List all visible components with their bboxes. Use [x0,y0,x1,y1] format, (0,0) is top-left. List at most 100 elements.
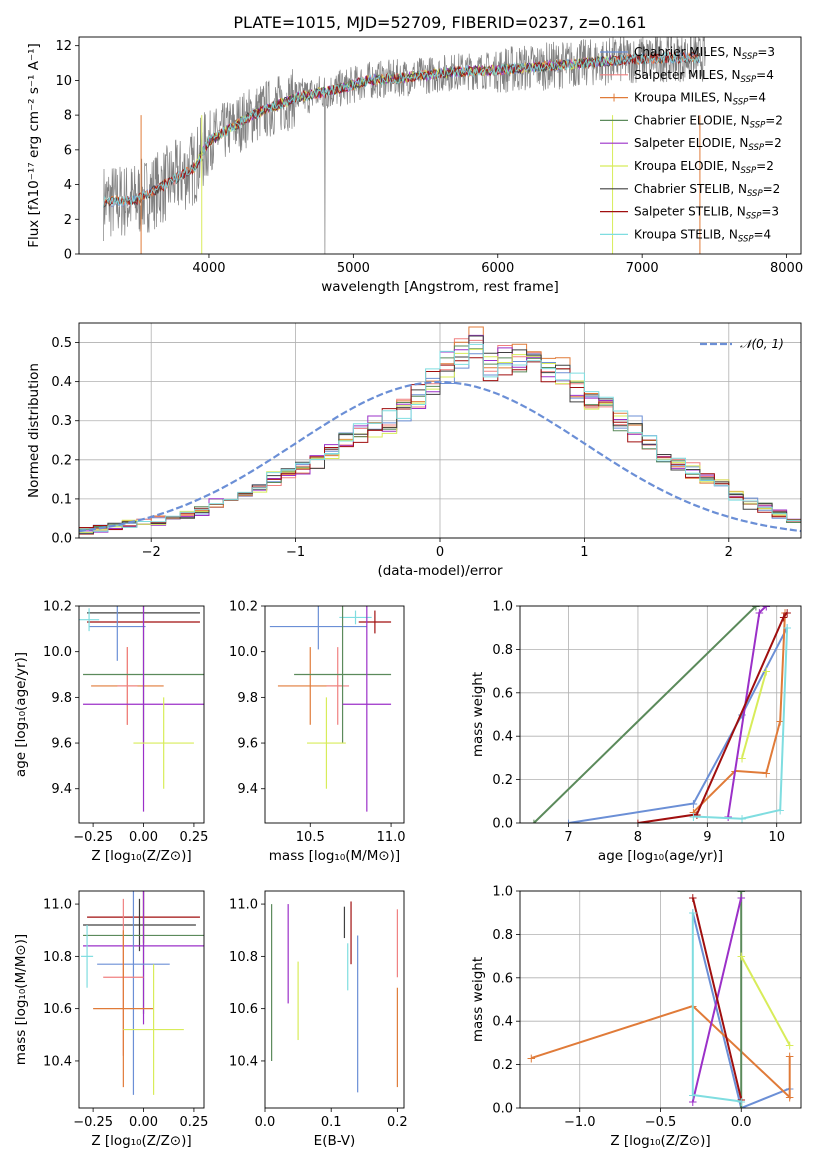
x-tick-label: 0.0 [731,1115,752,1130]
x-axis-label: (data-model)/error [377,563,503,579]
y-tick-label: 11.0 [43,898,72,913]
y-tick-label: 10.8 [43,950,72,965]
x-tick-label: −0.5 [645,1115,677,1130]
x-tick-label: 0 [436,545,444,560]
legend-label-subscript: SSP [750,120,766,130]
x-axis-label: mass [log₁₀(M/M⊙)] [269,848,400,864]
observed-spectrum [103,37,707,254]
x-tick-label: 0.00 [129,1115,158,1130]
y-tick-label: 10.2 [43,600,72,615]
legend-label-tail: =2 [764,136,782,150]
x-tick-label: 2 [725,545,733,560]
mass-weight-line-kroupa_stelib [693,627,789,820]
x-tick-label: 0.1 [321,1115,342,1130]
x-tick-label: 10.5 [296,830,325,845]
legend-label-tail: =4 [756,68,774,82]
y-tick-label: 10.6 [229,1002,258,1017]
data-point-salpeter_stelib: + [782,606,792,620]
y-axis-label: mass [log₁₀(M/M⊙)] [13,934,29,1065]
data-point-chabrier_elodie: + [736,885,746,899]
y-tick-label: 0.2 [492,773,513,788]
mass-weight-line-salpeter_stelib [691,897,743,1100]
legend-label-text: Kroupa STELIB, N [634,227,738,241]
x-tick-label: 9 [703,830,711,845]
plot-area: +++++++++++++++++ + [526,885,795,1109]
mass-weight-vs-metallicity-panel: −1.0 −0.5 0.0 0.0 0.2 0.4 0.6 0.8 1.0 Z [log₁₀(Z/… [470,885,802,1149]
y-tick-label: 0.4 [492,1015,513,1030]
data-point-kroupa_miles: + [780,606,790,620]
x-tick-label: 1 [580,545,588,560]
y-tick-label: 0.3 [51,414,72,429]
data-point-kroupa_miles: + [761,767,771,781]
data-point-kroupa_stelib: + [737,812,747,826]
plot-area [81,891,204,1095]
legend-label-subscript: SSP [741,75,757,85]
normal-distribution-curve [79,380,801,533]
data-point-kroupa_elodie: + [736,950,746,964]
y-axis-label: mass weight [470,957,486,1042]
mass-weight-line-kroupa_elodie [741,670,768,759]
y-tick-label: 0.2 [492,1058,513,1073]
legend-label-subscript: SSP [747,189,763,199]
mass-vs-extinction-panel: 0.0 0.1 0.2 10.4 10.6 10.8 11.0 E(B-V) [229,890,408,1149]
mass-weight-line-salpeter_stelib [637,611,788,823]
axes-frame [78,890,205,1109]
legend-label-subscript: SSP [741,166,757,176]
data-point-salpeter_elodie: + [688,1095,698,1109]
y-tick-label: 0.6 [492,686,513,701]
legend-label-subscript: SSP [746,212,762,222]
data-point-salpeter_stelib: + [633,817,643,831]
legend-label: Salpeter MILES, NSSP=4 [634,68,774,85]
legend-label: Salpeter ELODIE, NSSP=2 [634,136,782,153]
data-point-kroupa_stelib: + [688,810,698,824]
y-tick-label: 8 [64,109,72,124]
x-tick-label: 10 [768,830,785,845]
legend-label: Kroupa STELIB, NSSP=4 [634,227,771,244]
data-point-kroupa_miles: + [785,1091,795,1105]
legend-label-subscript: SSP [748,143,764,153]
y-tick-label: 9.6 [237,737,258,752]
residual-histogram-panel: −2 −1 0 1 2 0.0 0.1 0.2 0.3 0.4 0.5 (data-model)/er… [26,322,802,579]
data-point-kroupa_stelib: + [775,803,785,817]
data-point-salpeter_stelib: + [736,1093,746,1107]
data-point-kroupa_stelib: + [782,621,792,635]
x-tick-label: 7000 [626,261,659,276]
data-point-chabrier_elodie: + [529,817,539,831]
x-tick-label: −0.25 [73,1115,113,1130]
data-point-salpeter_elodie: + [761,600,771,614]
x-tick-label: 7 [564,830,572,845]
data-point-salpeter_stelib: + [688,891,698,905]
model-spectrum-kroupa_stelib [103,51,701,208]
y-tick-label: 0.1 [51,492,72,507]
legend-label-text: Salpeter STELIB, N [634,205,746,219]
y-tick-label: 1.0 [492,885,513,900]
spectrum-panel: 4000 5000 6000 7000 8000 0 2 4 6 8 10 12 wavelength … [26,13,803,295]
y-tick-label: 0.6 [492,971,513,986]
plot-area: ++++++ +++++++++++++++ +++ [529,600,792,831]
y-tick-label: 0.5 [51,336,72,351]
axes-frame [264,605,405,824]
y-axis-label: age [log₁₀(age/yr)] [13,652,29,777]
x-tick-label: 11.0 [377,830,406,845]
age-vs-metallicity-panel: −0.25 0.00 0.25 9.4 9.6 9.8 10.0 10.2 Z [log₁₀(Z… [13,600,208,865]
y-tick-label: 10.4 [229,1054,258,1069]
legend-label: Kroupa ELODIE, NSSP=2 [634,159,774,176]
data-point-salpeter_elodie: + [736,891,746,905]
y-tick-label: 10.8 [229,950,258,965]
legend-label-tail: =2 [763,182,781,196]
x-axis-label: age [log₁₀(age/yr)] [598,848,723,864]
y-tick-label: 10.4 [43,1054,72,1069]
y-tick-label: 10.6 [43,1002,72,1017]
mass-weight-line-kroupa_elodie [740,955,791,1046]
y-tick-label: 0.0 [51,532,72,547]
data-point-kroupa_miles: + [785,1049,795,1063]
mass-weight-vs-age-panel: 7 8 9 10 0.0 0.2 0.4 0.6 0.8 1.0 age [log₁₀(age/yr… [470,600,802,864]
mass-weight-line-chabrier_elodie [533,606,757,823]
y-tick-label: 4 [64,178,72,193]
x-axis-label: Z [log₁₀(Z/Z⊙)] [610,1133,710,1149]
y-tick-label: 2 [64,213,72,228]
data-point-kroupa_elodie: + [737,751,747,765]
data-point-kroupa_elodie: + [761,665,771,679]
legend-label-tail: =4 [754,227,772,241]
mass-weight-line-chabrier_miles [691,912,791,1108]
